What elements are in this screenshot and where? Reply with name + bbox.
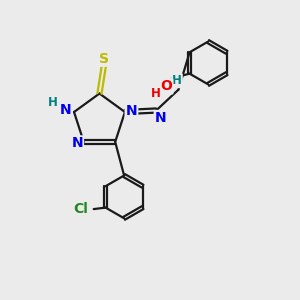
Text: H: H — [48, 96, 58, 109]
Text: O: O — [160, 80, 172, 94]
Text: N: N — [71, 136, 83, 150]
Text: N: N — [126, 103, 137, 118]
Text: H: H — [172, 74, 182, 87]
Text: Cl: Cl — [74, 202, 88, 216]
Text: N: N — [155, 111, 167, 125]
Text: H: H — [151, 87, 160, 100]
Text: N: N — [60, 103, 71, 117]
Text: S: S — [99, 52, 109, 66]
